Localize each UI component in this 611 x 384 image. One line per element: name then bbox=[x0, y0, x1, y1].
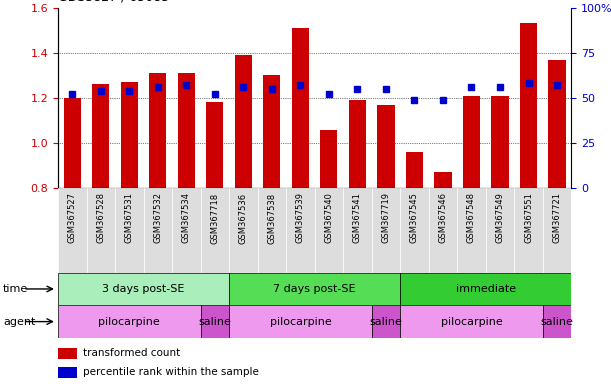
Bar bbox=[429, 188, 457, 273]
Text: GSM367531: GSM367531 bbox=[125, 192, 134, 243]
Text: GSM367539: GSM367539 bbox=[296, 192, 305, 243]
Text: GSM367532: GSM367532 bbox=[153, 192, 163, 243]
Bar bbox=[121, 82, 138, 188]
Bar bbox=[258, 188, 286, 273]
Bar bbox=[520, 23, 537, 188]
Bar bbox=[315, 188, 343, 273]
Bar bbox=[292, 28, 309, 188]
Bar bbox=[58, 188, 87, 273]
Bar bbox=[463, 96, 480, 188]
Bar bbox=[371, 188, 400, 273]
Bar bbox=[491, 96, 508, 188]
Bar bbox=[58, 348, 76, 359]
Bar bbox=[320, 129, 337, 188]
Bar bbox=[58, 367, 76, 378]
Bar bbox=[200, 305, 229, 338]
Text: GSM367719: GSM367719 bbox=[381, 192, 390, 243]
Bar bbox=[229, 273, 400, 305]
Text: GSM367536: GSM367536 bbox=[239, 192, 248, 243]
Text: pilocarpine: pilocarpine bbox=[98, 316, 160, 327]
Text: saline: saline bbox=[541, 316, 574, 327]
Bar bbox=[92, 84, 109, 188]
Text: GDS3827 / 65083: GDS3827 / 65083 bbox=[58, 0, 169, 4]
Text: GSM367549: GSM367549 bbox=[496, 192, 505, 243]
Text: GSM367541: GSM367541 bbox=[353, 192, 362, 243]
Bar bbox=[543, 305, 571, 338]
Text: 7 days post-SE: 7 days post-SE bbox=[273, 284, 356, 294]
Text: pilocarpine: pilocarpine bbox=[269, 316, 331, 327]
Text: 3 days post-SE: 3 days post-SE bbox=[103, 284, 185, 294]
Bar bbox=[457, 188, 486, 273]
Text: GSM367721: GSM367721 bbox=[552, 192, 562, 243]
Text: GSM367546: GSM367546 bbox=[439, 192, 447, 243]
Bar bbox=[486, 188, 514, 273]
Bar bbox=[400, 305, 543, 338]
Text: GSM367534: GSM367534 bbox=[182, 192, 191, 243]
Bar bbox=[58, 273, 229, 305]
Text: agent: agent bbox=[3, 316, 35, 327]
Bar bbox=[87, 188, 115, 273]
Bar bbox=[514, 188, 543, 273]
Bar bbox=[64, 98, 81, 188]
Bar bbox=[549, 60, 566, 188]
Text: GSM367540: GSM367540 bbox=[324, 192, 334, 243]
Text: GSM367527: GSM367527 bbox=[68, 192, 77, 243]
Text: transformed count: transformed count bbox=[82, 348, 180, 358]
Text: pilocarpine: pilocarpine bbox=[441, 316, 502, 327]
Bar bbox=[371, 305, 400, 338]
Bar bbox=[144, 188, 172, 273]
Text: GSM367528: GSM367528 bbox=[97, 192, 105, 243]
Bar bbox=[115, 188, 144, 273]
Bar bbox=[229, 305, 371, 338]
Text: saline: saline bbox=[370, 316, 403, 327]
Text: immediate: immediate bbox=[456, 284, 516, 294]
Text: GSM367718: GSM367718 bbox=[210, 192, 219, 243]
Bar bbox=[178, 73, 195, 188]
Text: saline: saline bbox=[199, 316, 232, 327]
Bar bbox=[349, 100, 366, 188]
Bar bbox=[378, 105, 395, 188]
Text: percentile rank within the sample: percentile rank within the sample bbox=[82, 367, 258, 377]
Bar bbox=[543, 188, 571, 273]
Bar bbox=[235, 55, 252, 188]
Bar bbox=[229, 188, 258, 273]
Bar bbox=[58, 305, 200, 338]
Bar bbox=[286, 188, 315, 273]
Bar bbox=[200, 188, 229, 273]
Bar bbox=[434, 172, 452, 188]
Text: GSM367545: GSM367545 bbox=[410, 192, 419, 243]
Text: GSM367548: GSM367548 bbox=[467, 192, 476, 243]
Bar bbox=[400, 273, 571, 305]
Bar bbox=[406, 152, 423, 188]
Text: GSM367538: GSM367538 bbox=[268, 192, 276, 243]
Bar bbox=[263, 75, 280, 188]
Text: GSM367551: GSM367551 bbox=[524, 192, 533, 243]
Bar bbox=[400, 188, 429, 273]
Bar bbox=[149, 73, 166, 188]
Bar bbox=[343, 188, 371, 273]
Bar bbox=[172, 188, 200, 273]
Bar bbox=[207, 103, 224, 188]
Text: time: time bbox=[3, 284, 28, 294]
